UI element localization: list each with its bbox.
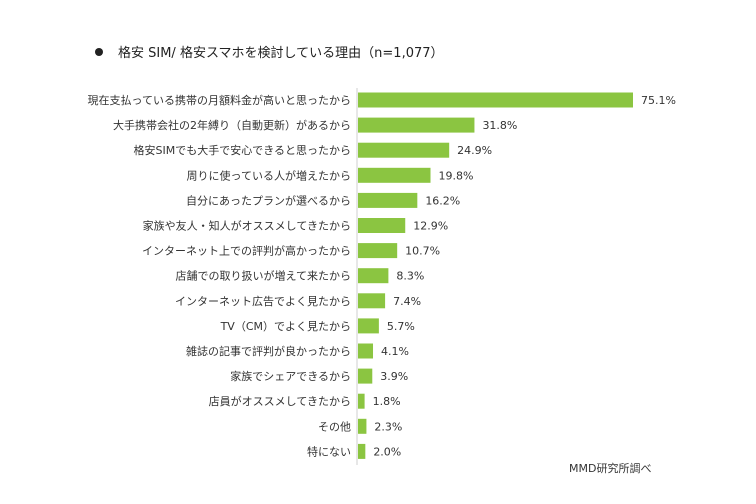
category-label: 周りに使っている人が増えたから — [187, 168, 351, 182]
value-label: 31.8% — [482, 119, 517, 132]
category-label: 雑誌の記事で評判が良かったから — [186, 344, 351, 358]
category-label: 家族や友人・知人がオススメしてきたから — [143, 219, 351, 233]
bar — [358, 117, 475, 133]
bars-group: 現在支払っている携帯の月額料金が高いと思ったから 75.1% 大手携帯会社の2年縛り… — [88, 92, 676, 459]
category-label: 自分にあったプランが選べるから — [186, 193, 351, 207]
bar — [358, 92, 633, 108]
category-label: TV（CM）でよく見たから — [220, 320, 351, 333]
bar — [358, 318, 379, 334]
category-label: 格安SIMでも大手で安心できると思ったから — [134, 143, 352, 157]
bar — [358, 243, 398, 259]
bar — [358, 368, 373, 384]
category-label: 店員がオススメしてきたから — [209, 394, 351, 408]
category-label: 大手携帯会社の2年縛り（自動更新）があるから — [113, 118, 351, 132]
bar — [358, 343, 374, 359]
source-note: MMD研究所調べ — [569, 461, 651, 475]
value-label: 2.3% — [374, 420, 402, 433]
chart-title: 格安 SIM/ 格安スマホを検討している理由（n=1,077） — [118, 45, 444, 61]
bar — [358, 293, 386, 309]
value-label: 12.9% — [413, 220, 448, 233]
value-label: 75.1% — [641, 94, 676, 107]
bar — [358, 167, 431, 183]
title-bullet — [95, 48, 103, 56]
bar — [358, 443, 366, 459]
bar — [358, 218, 406, 233]
value-label: 4.1% — [381, 345, 409, 358]
category-label: インターネット広告でよく見たから — [175, 295, 351, 308]
category-label: その他 — [318, 420, 351, 433]
value-label: 8.3% — [396, 270, 424, 283]
bar — [358, 192, 418, 208]
category-label: 家族でシェアできるから — [230, 369, 351, 383]
value-label: 7.4% — [393, 295, 421, 308]
category-label: 現在支払っている携帯の月額料金が高いと思ったから — [88, 93, 351, 107]
value-label: 10.7% — [405, 245, 440, 258]
value-label: 24.9% — [457, 144, 492, 157]
category-label: インターネット上での評判が高かったから — [142, 244, 351, 258]
bar — [358, 418, 367, 434]
value-label: 19.8% — [439, 169, 474, 182]
category-label: 店舗での取り扱いが増えて来たから — [176, 269, 351, 283]
bar — [358, 142, 450, 158]
bar — [358, 393, 365, 409]
value-label: 2.0% — [373, 445, 401, 458]
bar — [358, 268, 389, 284]
value-label: 16.2% — [425, 194, 460, 207]
value-label: 3.9% — [380, 370, 408, 383]
category-label: 特にない — [307, 444, 351, 458]
value-label: 1.8% — [373, 395, 401, 408]
value-label: 5.7% — [387, 320, 415, 333]
